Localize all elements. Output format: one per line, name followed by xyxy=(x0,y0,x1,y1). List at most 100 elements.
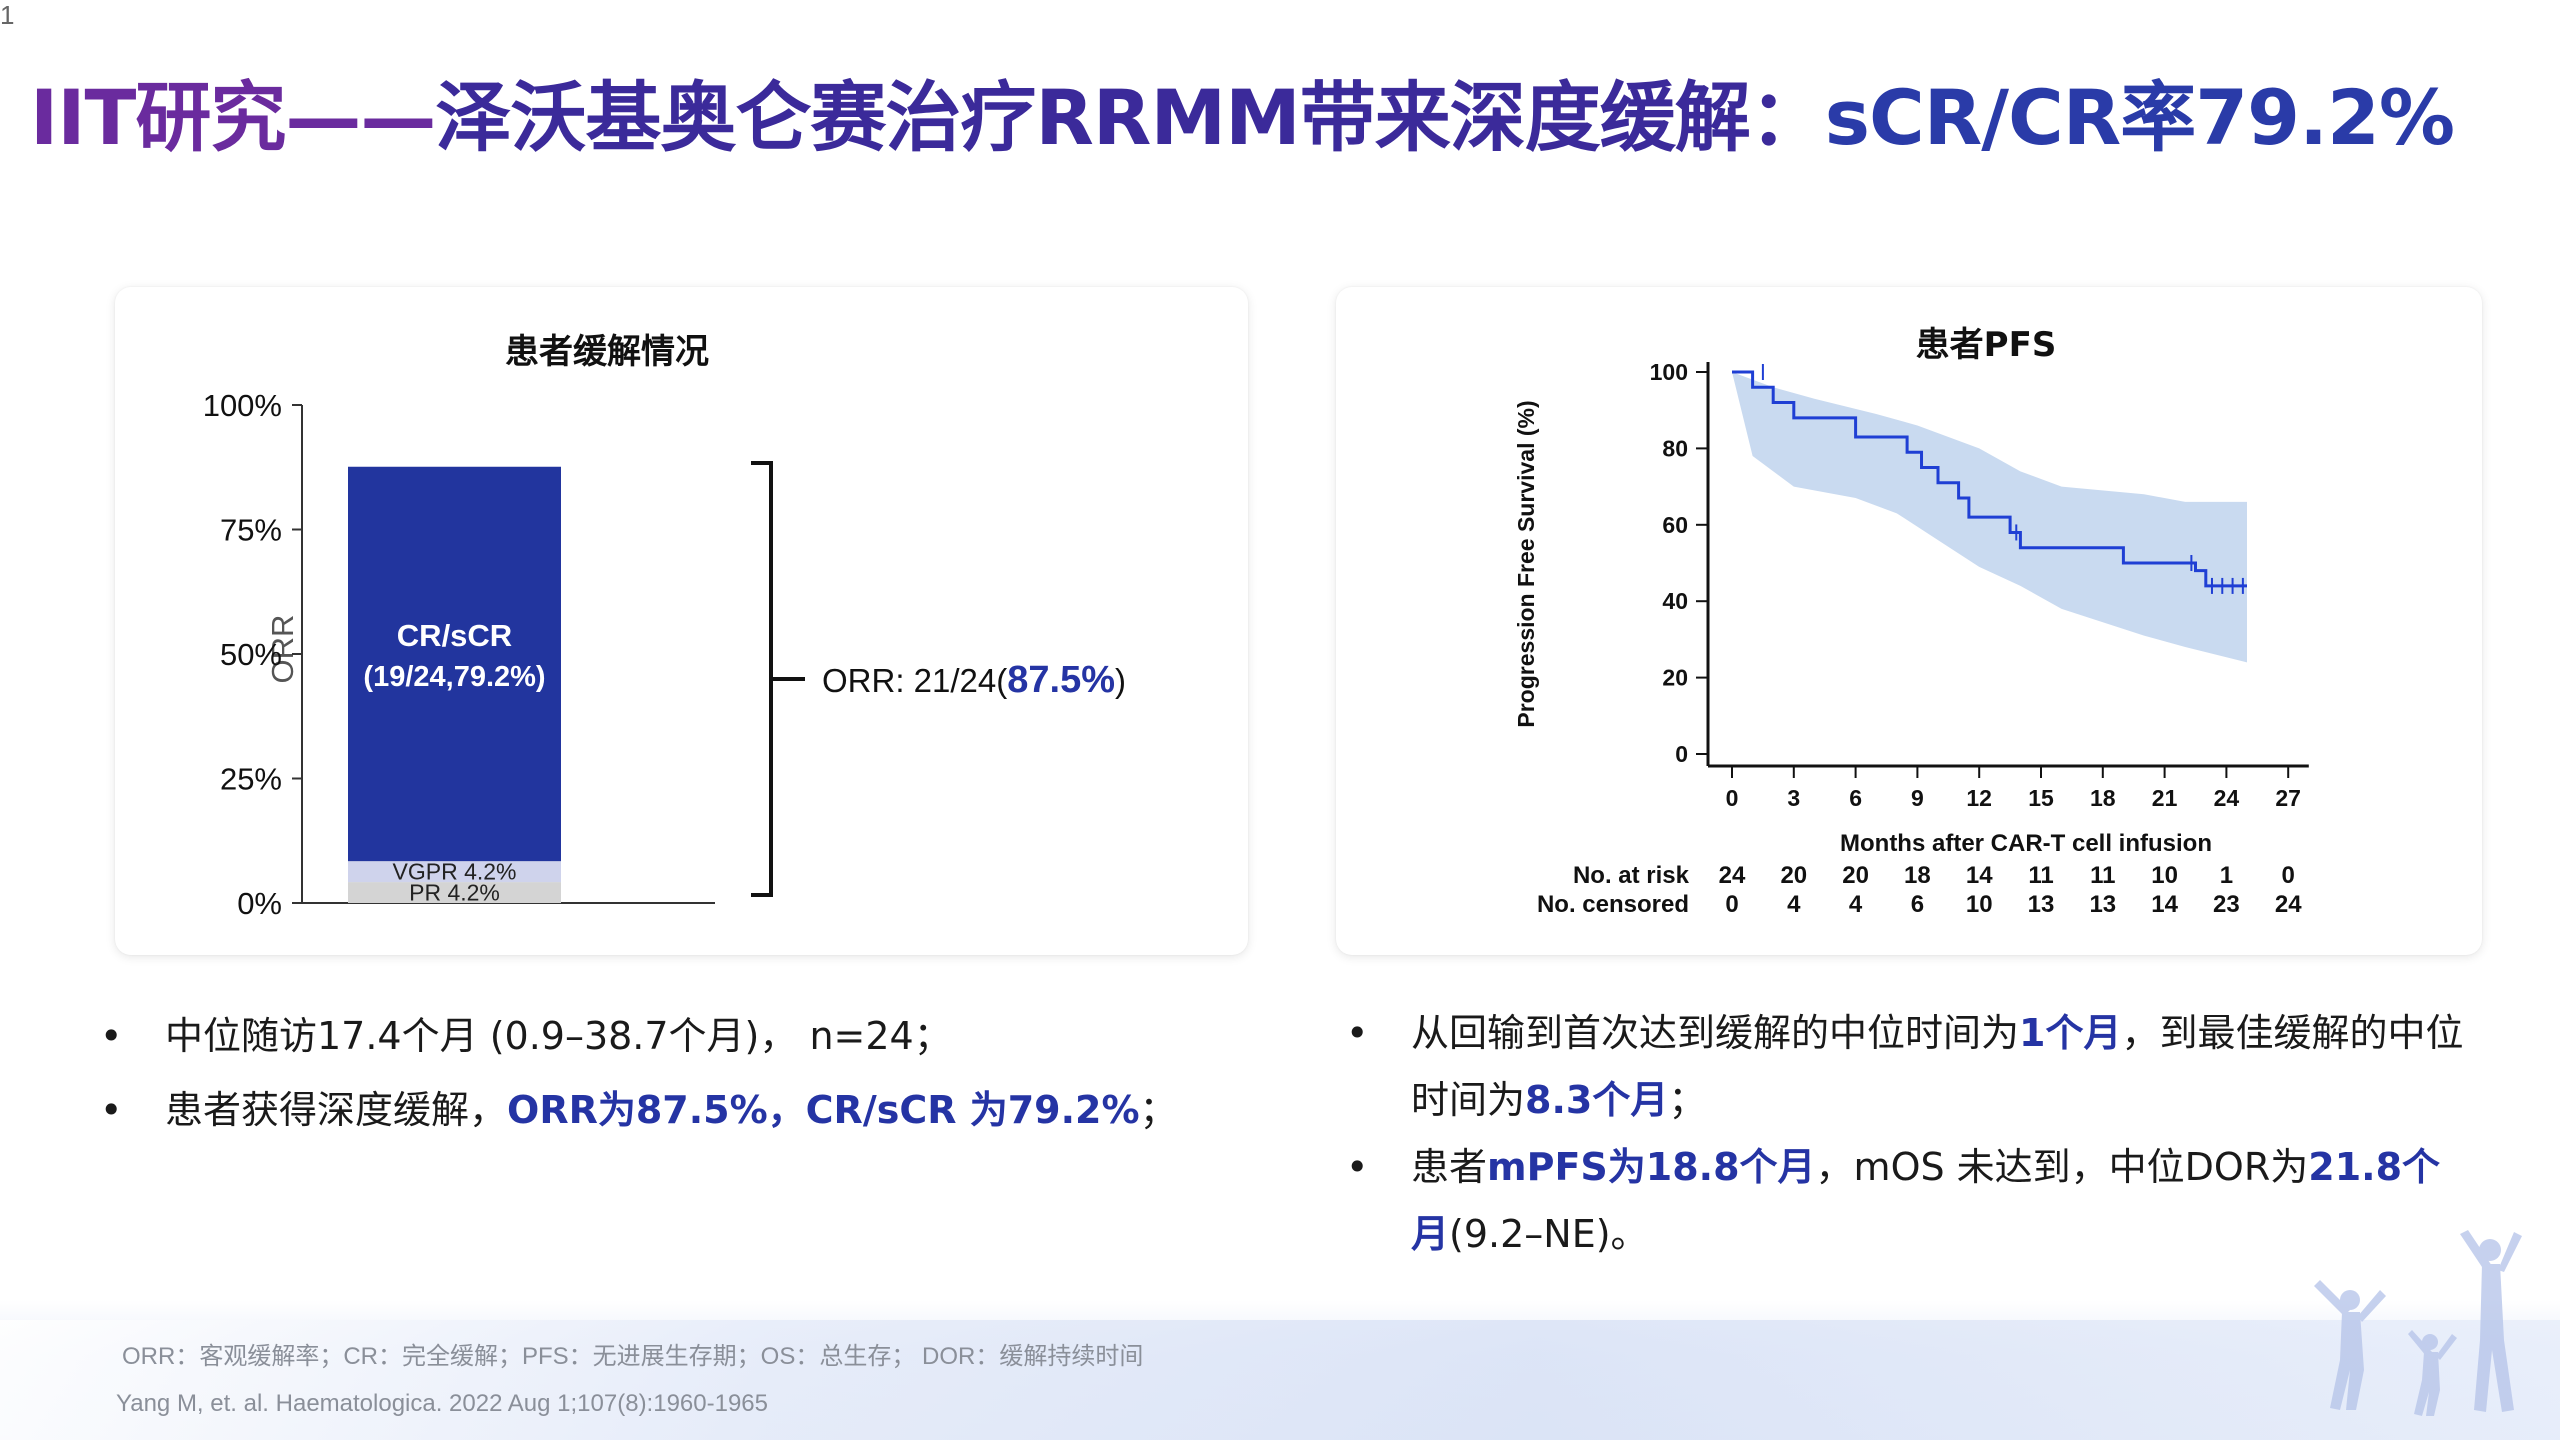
bullet-response-time: 从回输到首次达到缓解的中位时间为1个月，到最佳缓解的中位时间为8.3个月； xyxy=(1346,1000,2476,1134)
km-chart-xlabel: Months after CAR-T cell infusion xyxy=(1840,830,2212,857)
title-part-3: sCR/CR率79.2% xyxy=(1824,73,2455,162)
response-bar-chart: 患者缓解情况 ORR 100% 75% 50% 25% 0% PR 4.2%VGPR 4… xyxy=(203,332,1126,921)
summary-bullets-right: 从回输到首次达到缓解的中位时间为1个月，到最佳缓解的中位时间为8.3个月； 患者… xyxy=(1346,1000,2476,1268)
slide-title: IIT研究——泽沃基奥仑赛治疗RRMM带来深度缓解：sCR/CR率79.2% xyxy=(30,73,2455,162)
risk-at-risk-value: 18 xyxy=(1904,862,1931,889)
km-x-tick-label: 21 xyxy=(2152,785,2178,811)
bullet-survival-d: 21.8个月 xyxy=(1411,1145,2441,1256)
km-y-tick-label: 80 xyxy=(1662,435,1688,461)
bar-y-tick-label: 25% xyxy=(220,762,282,797)
bar-segment-label: PR 4.2% xyxy=(409,880,500,906)
risk-at-risk-value: 0 xyxy=(2282,862,2295,889)
risk-censored-value: 4 xyxy=(1849,891,1863,918)
km-step-line xyxy=(1732,370,2247,588)
bar-y-tick-label: 100% xyxy=(203,388,282,423)
bar-segment-label: VGPR 4.2% xyxy=(393,859,517,885)
risk-at-risk-label: No. at risk xyxy=(1573,862,1690,889)
bar-chart-ylabel: ORR xyxy=(265,615,300,684)
page-number: 1 xyxy=(0,0,15,30)
risk-censored-value: 10 xyxy=(1966,891,1993,918)
km-x-tick-label: 15 xyxy=(2028,785,2054,811)
bar-segment-vgpr xyxy=(348,861,561,883)
risk-censored-value: 6 xyxy=(1911,891,1924,918)
km-x-tick-label: 24 xyxy=(2214,785,2240,811)
bullet-survival-a: 患者 xyxy=(1411,1145,1488,1189)
km-x-tick-label: 9 xyxy=(1911,785,1924,811)
bullet-survival-c: ，mOS 未达到，中位DOR为 xyxy=(1815,1145,2309,1189)
km-chart-title: 患者PFS xyxy=(1916,325,2057,365)
risk-censored-value: 14 xyxy=(2151,891,2178,918)
bar-segment-pr xyxy=(348,882,561,903)
bullet-response-time-e: ； xyxy=(1668,1078,1707,1122)
risk-censored-label: No. censored xyxy=(1537,891,1689,918)
title-part-2: 泽沃基奥仑赛治疗RRMM带来深度缓解： xyxy=(435,73,1825,162)
bullet-response-time-a: 从回输到首次达到缓解的中位时间为 xyxy=(1411,1011,2020,1055)
bar-segment-label: (19/24,79.2%) xyxy=(363,661,545,693)
km-censor-marks xyxy=(1761,364,2244,594)
risk-censored-value: 23 xyxy=(2213,891,2240,918)
bar-y-tick-label: 0% xyxy=(237,886,282,921)
summary-bullets-left: 中位随访17.4个月 (0.9–38.7个月)， n=24； 患者获得深度缓解，… xyxy=(100,1008,1290,1156)
risk-censored-value: 13 xyxy=(2089,891,2116,918)
response-chart-card: 患者缓解情况 ORR 100% 75% 50% 25% 0% PR 4.2% VGPR 4… xyxy=(115,287,1248,955)
pfs-km-chart: 患者PFS Progression Free Survival (%) 1008… xyxy=(1513,325,2309,918)
km-y-tick-label: 40 xyxy=(1662,588,1688,614)
risk-at-risk-value: 11 xyxy=(2090,862,2115,889)
km-x-tick-label: 0 xyxy=(1726,785,1739,811)
bar-segment-label: CR/sCR xyxy=(397,618,512,653)
bullet-response-time-c: ，到最佳缓解的中位时间为 xyxy=(1411,1011,2464,1122)
bullet-followup-text: 中位随访17.4个月 (0.9–38.7个月)， n=24； xyxy=(165,1014,952,1058)
bullet-survival-b: mPFS为18.8个月 xyxy=(1487,1145,1816,1189)
risk-at-risk-value: 20 xyxy=(1842,862,1869,889)
bullet-response-time-b: 1个月 xyxy=(2019,1011,2122,1055)
pfs-chart-card: 患者PFS Progression Free Survival (%) 100 8… xyxy=(1336,287,2482,955)
orr-annotation-prefix: ORR: 21/24( xyxy=(822,662,1007,699)
bullet-deep-response-highlight: ORR为87.5%，CR/sCR 为79.2% xyxy=(507,1088,1140,1132)
km-x-tick-label: 27 xyxy=(2275,785,2301,811)
risk-censored-value: 0 xyxy=(1725,891,1738,918)
bullet-survival-e: (9.2–NE)。 xyxy=(1449,1212,1649,1256)
bullet-deep-response: 患者获得深度缓解，ORR为87.5%，CR/sCR 为79.2%； xyxy=(100,1082,1290,1138)
footer-reference: Yang M, et. al. Haematologica. 2022 Aug … xyxy=(116,1390,768,1417)
risk-at-risk-value: 11 xyxy=(2028,862,2053,889)
bar-y-tick-label: 75% xyxy=(220,513,282,548)
celebrating-people-decoration xyxy=(2314,1230,2522,1416)
bar-chart-title: 患者缓解情况 xyxy=(505,332,709,372)
risk-at-risk-value: 1 xyxy=(2220,862,2233,889)
bullet-deep-response-suffix: ； xyxy=(1139,1088,1178,1132)
km-x-tick-label: 12 xyxy=(1966,785,1992,811)
risk-censored-value: 4 xyxy=(1787,891,1801,918)
km-x-tick-label: 3 xyxy=(1787,785,1800,811)
orr-bracket xyxy=(751,461,805,897)
orr-annotation-suffix: ) xyxy=(1115,662,1126,699)
km-survival-curve xyxy=(1732,370,2247,588)
km-y-tick-label: 20 xyxy=(1662,665,1688,691)
km-y-tick-label: 100 xyxy=(1650,359,1688,385)
bullet-deep-response-prefix: 患者获得深度缓解， xyxy=(165,1088,508,1132)
footer-gradient xyxy=(0,1320,2560,1440)
km-y-tick-label: 0 xyxy=(1675,741,1688,767)
km-risk-table: 24 20 20 18 14 11 11 10 1 00 4 4 6 10 13 13 14 23 24 xyxy=(1719,862,2303,918)
km-y-tick-label: 60 xyxy=(1662,512,1688,538)
bar-y-tick-label: 50% xyxy=(220,637,282,672)
risk-censored-value: 24 xyxy=(2275,891,2302,918)
km-chart-ylabel: Progression Free Survival (%) xyxy=(1513,400,1539,727)
bar-chart-labels: PR 4.2%VGPR 4.2% CR/sCR (19/24,79.2%) xyxy=(363,618,545,906)
risk-at-risk-value: 20 xyxy=(1780,862,1807,889)
bullet-followup: 中位随访17.4个月 (0.9–38.7个月)， n=24； xyxy=(100,1008,1290,1064)
bar-segment-cr-scr xyxy=(348,466,561,862)
orr-annotation: ORR: 21/24(87.5%) xyxy=(822,659,1126,701)
risk-at-risk-value: 10 xyxy=(2151,862,2178,889)
footer-abbreviations: ORR：客观缓解率；CR：完全缓解；PFS：无进展生存期；OS：总生存； DOR… xyxy=(122,1343,1144,1370)
title-part-1: IIT研究—— xyxy=(30,73,436,162)
risk-censored-value: 13 xyxy=(2028,891,2055,918)
km-x-tick-label: 6 xyxy=(1849,785,1862,811)
risk-at-risk-value: 14 xyxy=(1966,862,1993,889)
bullet-response-time-d: 8.3个月 xyxy=(1525,1078,1669,1122)
km-axes: 100 80 60 40 20 0 0 3 6 9 12 15 18 21 24 27 xyxy=(1650,359,2309,811)
orr-annotation-value: 87.5% xyxy=(1007,659,1115,701)
risk-at-risk-value: 24 xyxy=(1719,862,1746,889)
km-x-tick-label: 18 xyxy=(2090,785,2116,811)
bullet-survival: 患者mPFS为18.8个月，mOS 未达到，中位DOR为21.8个月(9.2–N… xyxy=(1346,1134,2476,1268)
bar-chart-bars xyxy=(348,466,561,903)
